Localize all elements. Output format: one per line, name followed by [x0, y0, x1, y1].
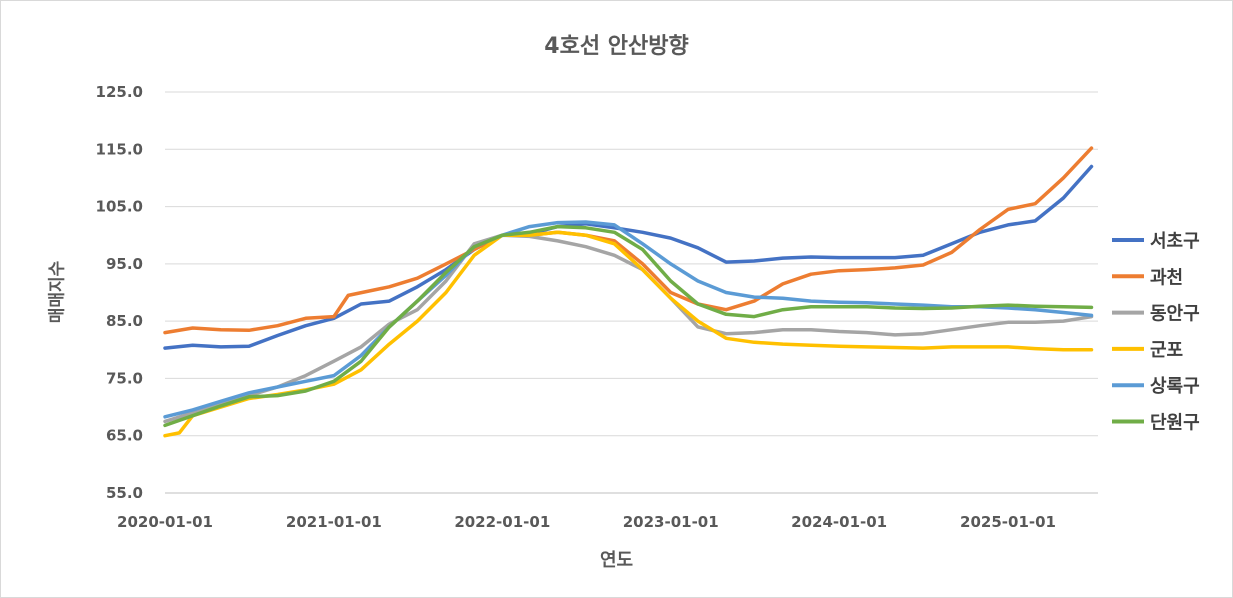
y-tick-label: 95.0: [106, 255, 143, 273]
y-tick-label: 105.0: [96, 198, 143, 216]
chart-title: 4호선 안산방향: [544, 34, 689, 59]
legend-label: 단원구: [1150, 413, 1200, 434]
y-tick-label: 125.0: [96, 83, 143, 101]
gridlines: [165, 91, 1098, 494]
y-tick-label: 115.0: [96, 140, 143, 158]
x-tick-label: 2020-01-01: [117, 513, 213, 531]
y-tick-label: 75.0: [106, 369, 143, 387]
legend-label: 상록구: [1150, 376, 1200, 397]
series-line: [163, 220, 1094, 419]
legend-label: 동안구: [1150, 304, 1200, 325]
x-tick-label: 2024-01-01: [791, 513, 887, 531]
legend-label: 서초구: [1150, 231, 1200, 252]
y-tick-label: 55.0: [106, 484, 143, 502]
x-tick-label: 2022-01-01: [454, 513, 550, 531]
series-line: [163, 164, 1094, 350]
x-tick-label: 2021-01-01: [286, 513, 382, 531]
axes: 55.0 65.0 75.0 85.0 95.0 105.0 115.0 125.0 2020-…: [96, 83, 1098, 531]
series-line: [163, 233, 1094, 424]
series-line: [163, 146, 1094, 335]
legend-label: 과천: [1150, 267, 1183, 288]
series-line: [163, 224, 1094, 428]
series-lines: [163, 146, 1094, 438]
legend-label: 군포: [1150, 340, 1183, 361]
y-tick-label: 85.0: [106, 312, 143, 330]
x-axis-title: 연도: [599, 550, 634, 571]
y-tick-label: 65.0: [106, 427, 143, 445]
x-tick-label: 2023-01-01: [623, 513, 719, 531]
x-tick-label: 2025-01-01: [960, 513, 1056, 531]
